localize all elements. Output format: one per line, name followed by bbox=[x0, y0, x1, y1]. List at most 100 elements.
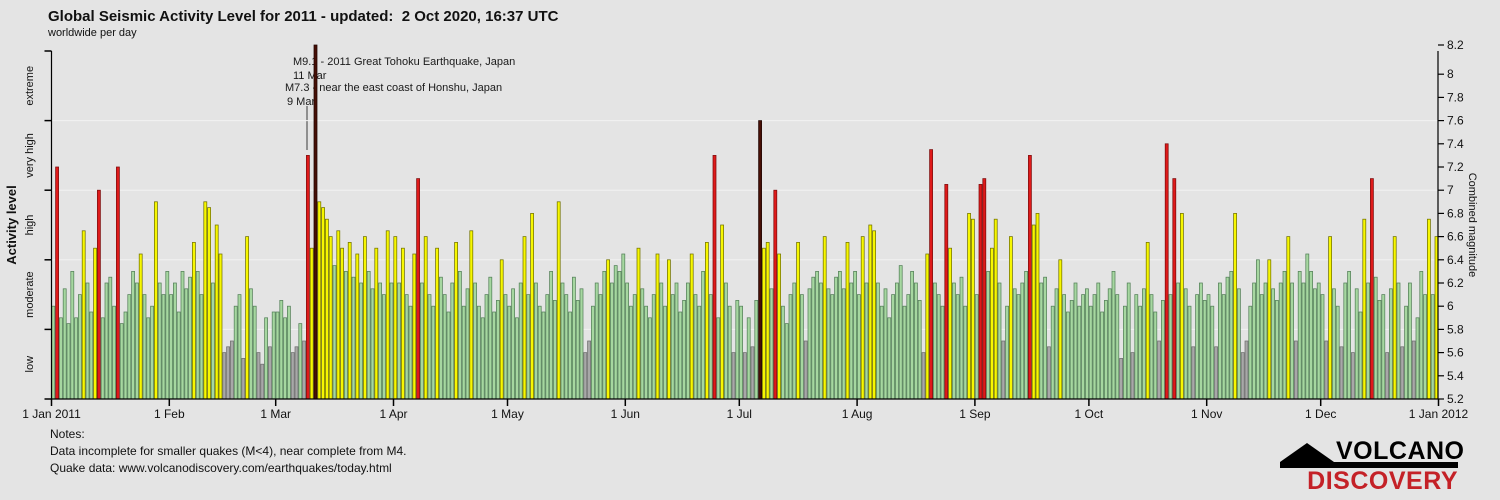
day-bar bbox=[283, 317, 287, 400]
day-bar bbox=[990, 247, 994, 400]
day-bar bbox=[1081, 294, 1085, 400]
day-bar bbox=[161, 294, 166, 400]
day-bar bbox=[933, 282, 937, 400]
day-bar bbox=[993, 218, 998, 400]
day-bar bbox=[568, 311, 572, 400]
day-bar bbox=[1100, 311, 1104, 400]
day-bar bbox=[1073, 282, 1078, 400]
day-bar bbox=[686, 282, 690, 400]
day-bar bbox=[100, 317, 105, 400]
day-bar bbox=[819, 282, 823, 400]
day-bar bbox=[1381, 294, 1386, 400]
day-bar bbox=[203, 201, 208, 400]
day-bar bbox=[389, 282, 394, 400]
month-tick-label: 1 Feb bbox=[154, 407, 185, 421]
day-bar bbox=[1392, 236, 1397, 400]
magnitude-tick-label: 7 bbox=[1447, 183, 1454, 197]
day-bar bbox=[864, 282, 869, 400]
day-bar bbox=[1195, 294, 1199, 400]
day-bar bbox=[382, 294, 386, 400]
day-bar bbox=[553, 300, 557, 400]
day-bar bbox=[317, 201, 322, 400]
day-bar bbox=[617, 271, 622, 400]
day-bar bbox=[811, 276, 816, 400]
day-bar bbox=[1373, 276, 1378, 400]
day-bar bbox=[108, 276, 113, 400]
day-bar bbox=[697, 305, 702, 400]
day-bar bbox=[290, 352, 295, 400]
day-bar bbox=[492, 311, 496, 400]
annotation-pointer-line bbox=[306, 106, 308, 150]
annotation-honshu-date: 9 Mar bbox=[287, 96, 316, 108]
day-bar bbox=[347, 242, 352, 400]
day-bar bbox=[1233, 213, 1237, 400]
day-bar bbox=[1324, 340, 1329, 400]
day-bar bbox=[1400, 346, 1405, 400]
day-bar bbox=[1408, 282, 1412, 400]
day-bar bbox=[1138, 305, 1142, 400]
day-bar bbox=[473, 282, 477, 400]
day-bar bbox=[917, 300, 922, 400]
day-bar bbox=[921, 352, 926, 400]
day-bar bbox=[1176, 282, 1180, 400]
day-bar bbox=[895, 282, 899, 400]
day-bar bbox=[682, 300, 686, 400]
day-bar bbox=[169, 294, 173, 400]
day-bar bbox=[332, 265, 337, 400]
day-bar bbox=[587, 340, 591, 400]
day-bar bbox=[1354, 288, 1359, 400]
day-bar bbox=[1058, 259, 1063, 400]
day-bar bbox=[556, 201, 561, 400]
day-bar bbox=[518, 282, 523, 400]
day-bar bbox=[579, 288, 584, 400]
day-bar bbox=[420, 282, 424, 400]
day-bar bbox=[1240, 352, 1245, 400]
day-bar bbox=[302, 340, 306, 400]
day-bar bbox=[963, 305, 968, 400]
day-bar bbox=[1130, 352, 1135, 400]
day-bar bbox=[754, 300, 759, 400]
day-bar bbox=[857, 294, 861, 400]
day-bar bbox=[1024, 271, 1028, 400]
day-bar bbox=[480, 317, 485, 400]
day-bar bbox=[1039, 282, 1044, 400]
day-bar bbox=[545, 294, 550, 400]
day-bar bbox=[997, 282, 1002, 400]
day-bar bbox=[93, 247, 97, 400]
day-bar bbox=[340, 247, 344, 400]
day-bar bbox=[803, 340, 808, 400]
notes-heading: Notes: bbox=[50, 427, 85, 441]
day-bar bbox=[359, 282, 363, 400]
day-bar bbox=[1043, 276, 1047, 400]
day-bar bbox=[1252, 282, 1256, 400]
day-bar bbox=[769, 288, 774, 400]
day-bar bbox=[575, 300, 580, 400]
day-bar bbox=[78, 294, 82, 400]
day-bar bbox=[1077, 305, 1082, 400]
activity-category-label: high bbox=[24, 215, 36, 236]
day-bar bbox=[1012, 288, 1017, 400]
day-bar bbox=[914, 282, 918, 400]
day-bar bbox=[845, 242, 850, 400]
day-bar bbox=[560, 282, 565, 400]
day-bar bbox=[705, 242, 709, 400]
day-bar bbox=[967, 213, 971, 400]
day-bar bbox=[207, 207, 211, 400]
logo-top-row: VOLCANO bbox=[1280, 438, 1464, 468]
day-bar bbox=[62, 288, 67, 400]
day-bar bbox=[651, 294, 656, 400]
day-bar bbox=[731, 352, 736, 400]
day-bar bbox=[583, 352, 588, 400]
day-bar bbox=[1259, 294, 1264, 400]
day-bar bbox=[792, 282, 797, 400]
day-bar bbox=[1320, 294, 1325, 400]
day-bar bbox=[150, 305, 154, 400]
day-bar bbox=[1297, 271, 1302, 400]
day-bar bbox=[1351, 352, 1355, 400]
day-bar bbox=[484, 294, 489, 400]
day-bar bbox=[530, 213, 534, 400]
day-bar bbox=[1134, 294, 1139, 400]
day-bar bbox=[89, 311, 94, 400]
day-bar bbox=[97, 189, 101, 400]
